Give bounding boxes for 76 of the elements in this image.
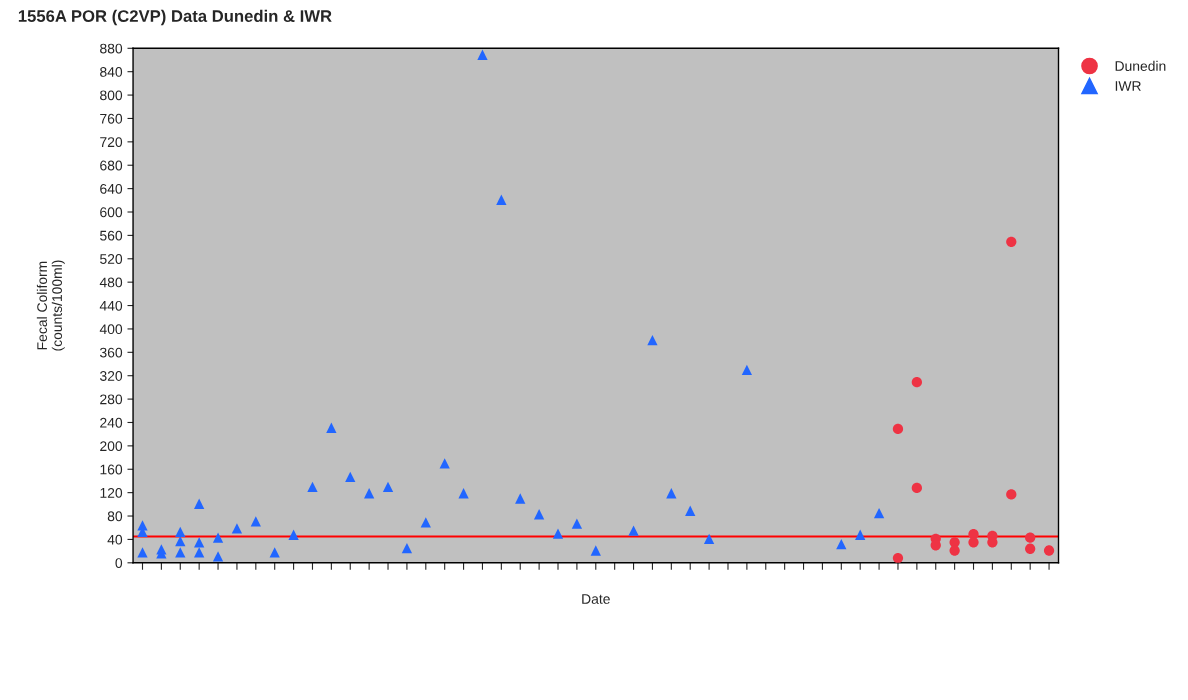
point xyxy=(212,551,224,562)
y-tick-label: 0 xyxy=(115,558,123,568)
point xyxy=(911,376,923,388)
point xyxy=(855,529,866,540)
point xyxy=(231,523,243,534)
y-tick-label: 680 xyxy=(100,160,123,171)
y-axis-title: Fecal Coliform (counts/100ml) xyxy=(36,260,65,351)
point xyxy=(590,545,601,556)
point xyxy=(685,505,696,516)
y-tick-label: 640 xyxy=(100,183,123,194)
point xyxy=(666,488,677,499)
point xyxy=(515,493,526,504)
point xyxy=(363,488,375,499)
y-tick-label: 800 xyxy=(100,90,123,101)
point xyxy=(137,547,148,558)
y-tick-label: 720 xyxy=(100,137,123,148)
point xyxy=(250,516,261,527)
legend-label: IWR xyxy=(1115,81,1141,91)
y-tick-label: 160 xyxy=(100,464,123,475)
point xyxy=(194,547,205,558)
point xyxy=(892,423,904,435)
point xyxy=(741,364,753,376)
point xyxy=(212,532,224,543)
point xyxy=(269,547,280,558)
point xyxy=(1025,543,1036,554)
point xyxy=(911,482,923,494)
point xyxy=(175,526,186,537)
point xyxy=(382,481,394,492)
y-tick-label: 240 xyxy=(100,417,123,428)
point xyxy=(533,509,545,520)
point xyxy=(458,488,469,499)
point xyxy=(873,507,885,519)
y-tick-label: 200 xyxy=(100,441,123,452)
point xyxy=(892,552,904,563)
point xyxy=(175,536,186,547)
point xyxy=(194,498,205,509)
y-tick-label: 360 xyxy=(100,347,123,358)
point xyxy=(420,517,431,528)
point xyxy=(477,49,488,60)
point xyxy=(401,543,413,554)
y-tick-label: 400 xyxy=(99,324,123,335)
point xyxy=(1025,532,1036,543)
point xyxy=(1006,489,1017,500)
chart-title: 1556A POR (C2VP) Data Dunedin & IWR xyxy=(18,9,332,26)
y-tick-label: 480 xyxy=(99,277,123,288)
point xyxy=(288,529,299,540)
y-tick-label: 600 xyxy=(100,207,123,218)
point xyxy=(968,537,979,548)
y-tick-label: 520 xyxy=(100,254,123,264)
point xyxy=(439,458,450,469)
point xyxy=(1043,545,1055,556)
point xyxy=(496,194,507,205)
point xyxy=(628,525,639,536)
y-tick-label: 40 xyxy=(107,534,123,545)
point xyxy=(345,471,356,483)
x-axis-title: Date xyxy=(582,594,610,604)
point xyxy=(571,518,583,529)
point xyxy=(552,528,564,539)
point xyxy=(194,537,205,548)
point xyxy=(647,334,658,346)
y-tick-label: 80 xyxy=(107,511,123,522)
y-tick-label: 840 xyxy=(100,67,123,77)
point xyxy=(307,481,318,492)
point xyxy=(703,533,715,544)
legend-label: Dunedin xyxy=(1115,60,1166,71)
y-tick-label: 440 xyxy=(99,300,123,311)
point xyxy=(326,422,337,433)
point xyxy=(949,545,960,556)
y-tick-label: 760 xyxy=(100,113,123,124)
y-tick-label: 120 xyxy=(100,487,123,498)
point xyxy=(1006,236,1017,247)
y-tick-label: 560 xyxy=(100,230,123,241)
y-tick-label: 280 xyxy=(100,394,123,405)
point xyxy=(836,538,847,550)
y-tick-label: 880 xyxy=(100,43,123,54)
y-tick-label: 320 xyxy=(100,371,123,381)
